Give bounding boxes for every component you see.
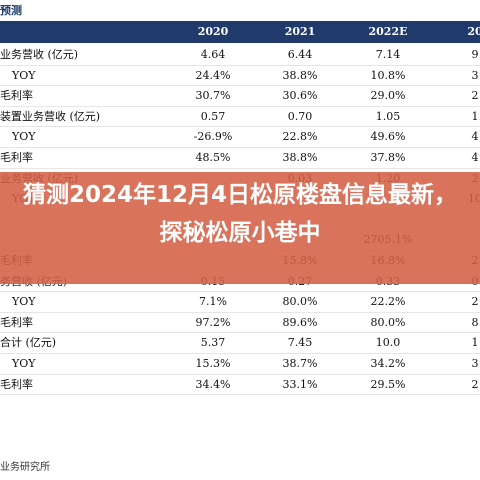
table-cell: 0.57 [200, 109, 226, 123]
article-title-banner[interactable]: 猜测2024年12月4日松原楼盘信息最新，探秘松原小巷中 [0, 172, 480, 284]
table-cell: 80.0% [282, 295, 318, 309]
table-cell: 2 [471, 377, 479, 391]
table-cell: 38.8% [282, 68, 318, 82]
row-label: YOY [12, 356, 36, 370]
table-cell: 1 [471, 336, 479, 350]
table-cell: 38.8% [282, 150, 318, 164]
row-label: 毛利率 [0, 150, 33, 164]
table-cell: 34.4% [195, 377, 231, 391]
row-label: YOY [12, 295, 36, 309]
table-row: 合计 (亿元) 5.37 7.45 10.0 1 [0, 333, 480, 354]
table-cell: 7.14 [375, 48, 401, 61]
table-header: 2020 2021 2022E 20 [0, 21, 480, 43]
table-cell: 10.0 [375, 336, 401, 350]
table-cell: 0.70 [287, 109, 313, 123]
article-title[interactable]: 猜测2024年12月4日松原楼盘信息最新，探秘松原小巷中 [22, 182, 458, 246]
table-row: 毛利率 30.7% 30.6% 29.0% 2 [0, 86, 480, 107]
row-label: 合计 (亿元) [0, 336, 57, 350]
column-header: 20 [467, 25, 480, 38]
table-row: YOY 7.1% 80.0% 22.2% 2 [0, 292, 480, 313]
table-cell: 30.7% [195, 89, 231, 103]
column-header: 2021 [284, 25, 316, 38]
table-row: 毛利率 48.5% 38.8% 37.8% 4 [0, 148, 480, 169]
row-label: YOY [12, 68, 36, 82]
table-row: 毛利率 34.4% 33.1% 29.5% 2 [0, 375, 480, 396]
table-cell: 97.2% [195, 315, 231, 329]
row-label: 装置业务营收 (亿元) [0, 109, 101, 123]
table-cell: 30.6% [282, 89, 318, 103]
table-cell: 48.5% [195, 150, 231, 164]
table-cell: 80.0% [370, 315, 406, 329]
row-label: YOY [12, 130, 36, 144]
table-cell: 15.3% [195, 356, 231, 370]
table-cell: 22.2% [370, 295, 406, 309]
table-cell: 89.6% [282, 315, 318, 329]
table-cell: 4 [471, 130, 479, 144]
table-cell: 7.45 [287, 336, 313, 350]
table-cell: 37.8% [370, 150, 406, 164]
column-header: 2022E [368, 25, 408, 38]
table-row: YOY 24.4% 38.8% 10.8% 3 [0, 66, 480, 87]
table-cell: 7.1% [199, 295, 227, 309]
table-cell: 24.4% [195, 68, 231, 82]
row-label: 毛利率 [0, 315, 33, 329]
table-cell: 38.7% [282, 356, 318, 370]
source-note: 业务研究所 [0, 462, 50, 473]
table-cell: 34.2% [370, 356, 406, 370]
table-row: YOY -26.9% 22.8% 49.6% 4 [0, 127, 480, 148]
table-cell: 29.5% [370, 377, 406, 391]
table-title: 预测 [0, 4, 22, 17]
table-cell: 29.0% [370, 89, 406, 103]
table-cell: 1 [471, 109, 479, 123]
table-row: 业务营收 (亿元) 4.64 6.44 7.14 9 [0, 45, 480, 66]
table-cell: 8 [471, 315, 479, 329]
row-label: 业务营收 (亿元) [0, 48, 79, 61]
table-cell: -26.9% [193, 130, 233, 144]
table-row: 毛利率 97.2% 89.6% 80.0% 8 [0, 313, 480, 334]
table-row: YOY 15.3% 38.7% 34.2% 3 [0, 354, 480, 375]
table-cell: 1.05 [375, 109, 401, 123]
table-cell: 4 [471, 150, 479, 164]
table-cell: 49.6% [370, 130, 406, 144]
column-header: 2020 [197, 25, 229, 38]
table-cell: 3 [471, 356, 479, 370]
table-cell: 2 [471, 89, 479, 103]
table-cell: 5.37 [200, 336, 226, 350]
table-cell: 3 [471, 68, 479, 82]
table-row: 装置业务营收 (亿元) 0.57 0.70 1.05 1 [0, 107, 480, 128]
table-cell: 9 [471, 48, 479, 61]
table-cell: 10.8% [370, 68, 406, 82]
table-cell: 4.64 [200, 48, 226, 61]
row-label: 毛利率 [0, 377, 33, 391]
table-cell: 6.44 [287, 48, 313, 61]
table-cell: 33.1% [282, 377, 318, 391]
row-label: 毛利率 [0, 89, 33, 103]
table-cell: 2 [471, 295, 479, 309]
table-cell: 22.8% [282, 130, 318, 144]
